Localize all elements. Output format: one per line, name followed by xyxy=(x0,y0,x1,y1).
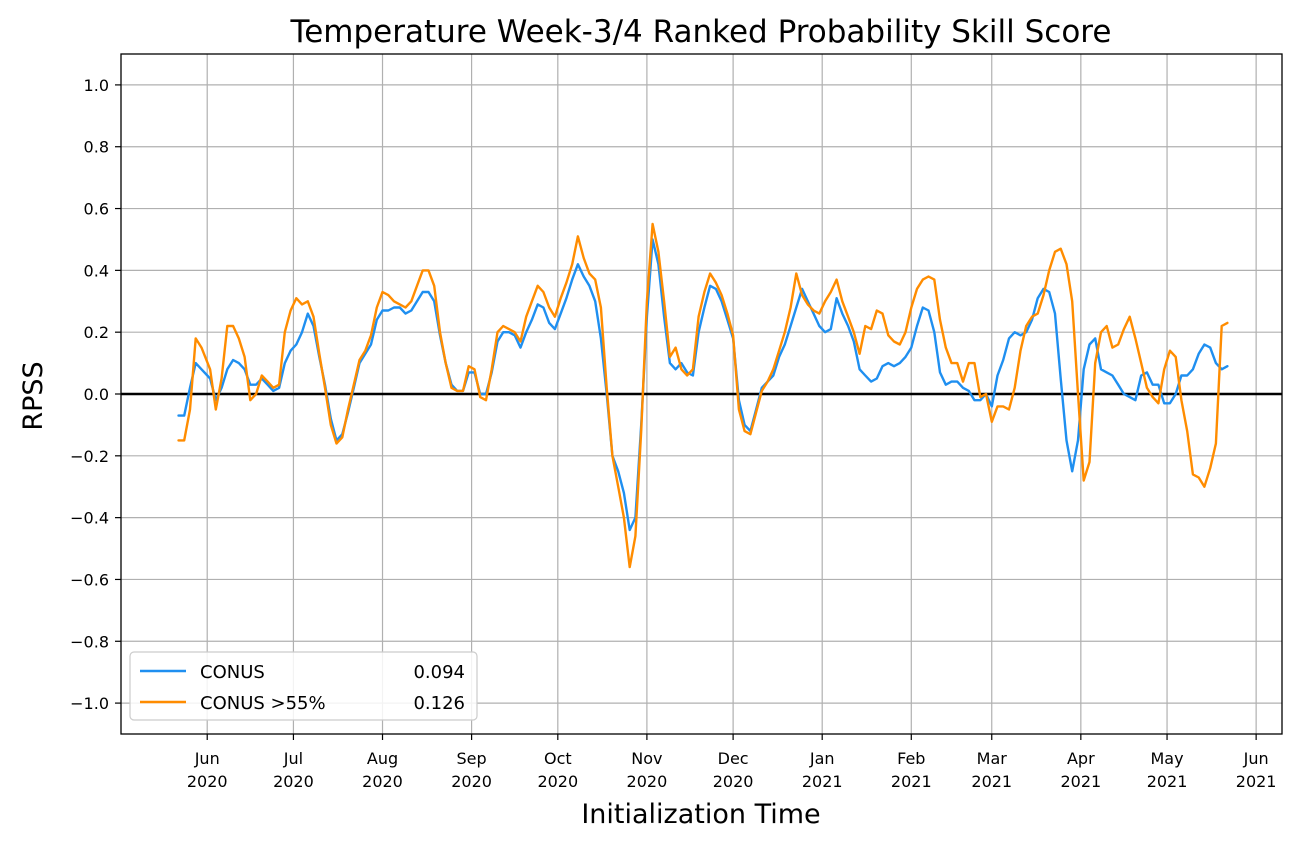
y-tick-label: −0.8 xyxy=(70,632,109,651)
x-ticks: Jun 2020 Jul 2020 Aug 2020 Sep 2020 Oct 2020 Nov 20… xyxy=(187,734,1277,791)
x-tick-label-year: 2020 xyxy=(451,772,492,791)
y-tick-label: −0.4 xyxy=(70,509,109,528)
x-tick-label-year: 2020 xyxy=(187,772,228,791)
x-tick-label-year: 2021 xyxy=(971,772,1012,791)
x-tick-label-year: 2020 xyxy=(362,772,403,791)
x-tick-label-month: Oct xyxy=(544,749,572,768)
y-tick-label: 0.0 xyxy=(84,385,109,404)
y-tick-label: 0.4 xyxy=(84,261,109,280)
legend-value: 0.126 xyxy=(413,693,465,714)
x-tick-label-month: May xyxy=(1151,749,1184,768)
x-tick-label-month: Feb xyxy=(897,749,925,768)
x-tick-label-month: Sep xyxy=(457,749,487,768)
y-tick-label: 1.0 xyxy=(84,76,109,95)
x-tick-label-year: 2021 xyxy=(1147,772,1188,791)
x-tick-label-year: 2021 xyxy=(891,772,932,791)
y-tick-label: −0.2 xyxy=(70,447,109,466)
y-tick-label: 0.2 xyxy=(84,323,109,342)
x-axis-title: Initialization Time xyxy=(581,799,820,830)
legend-label: CONUS >55% xyxy=(200,693,326,714)
y-axis-title: RPSS xyxy=(18,361,49,430)
x-tick-label-month: Apr xyxy=(1067,749,1095,768)
x-tick-label-month: Jan xyxy=(809,749,835,768)
x-tick-label-month: Jun xyxy=(1243,749,1269,768)
y-tick-label: −1.0 xyxy=(70,694,109,713)
y-tick-label: 0.6 xyxy=(84,200,109,219)
x-tick-label-month: Jul xyxy=(283,749,303,768)
x-tick-label-month: Dec xyxy=(718,749,749,768)
x-tick-label-year: 2020 xyxy=(537,772,578,791)
legend-value: 0.094 xyxy=(413,662,465,683)
y-tick-label: 0.8 xyxy=(84,138,109,157)
x-tick-label-month: Jun xyxy=(194,749,220,768)
x-tick-label-month: Nov xyxy=(631,749,662,768)
x-tick-label-month: Aug xyxy=(367,749,398,768)
legend: CONUS 0.094 CONUS >55% 0.126 xyxy=(129,651,478,721)
x-tick-label-year: 2020 xyxy=(713,772,754,791)
x-tick-label-year: 2021 xyxy=(802,772,843,791)
x-tick-label-month: Mar xyxy=(977,749,1008,768)
series-layer xyxy=(177,222,1229,569)
y-ticks: −1.0 −0.8 −0.6 −0.4 −0.2 0.0 0.2 0.4 0.6 0.8 1.0 xyxy=(70,76,121,713)
legend-box xyxy=(129,651,478,721)
x-tick-label-year: 2021 xyxy=(1060,772,1101,791)
x-tick-label-year: 2020 xyxy=(273,772,314,791)
legend-label: CONUS xyxy=(200,662,265,683)
x-tick-label-year: 2020 xyxy=(627,772,668,791)
series-line-1 xyxy=(177,222,1229,569)
y-tick-label: −0.6 xyxy=(70,570,109,589)
x-tick-label-year: 2021 xyxy=(1236,772,1277,791)
chart-title: Temperature Week-3/4 Ranked Probability … xyxy=(290,14,1112,50)
